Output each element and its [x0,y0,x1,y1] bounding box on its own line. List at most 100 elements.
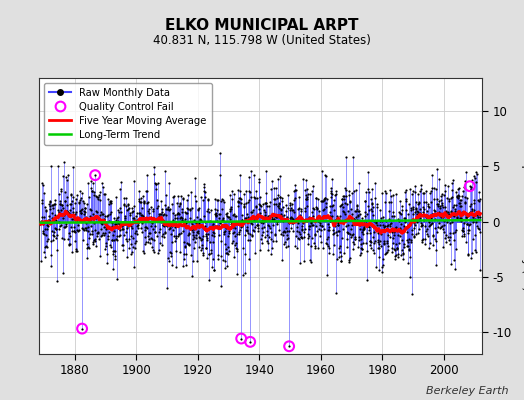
Point [461,194,469,201]
Point [365,207,374,213]
Point [330,196,339,203]
Point [329,227,337,233]
Point [320,195,328,202]
Point [231,225,239,231]
Point [347,214,356,220]
Point [355,211,364,217]
Point [332,290,341,296]
Point [121,221,129,228]
Point [296,230,304,237]
Point [254,211,263,218]
Point [140,199,148,205]
Point [256,201,265,208]
Point [327,188,335,194]
Point [304,226,313,232]
Point [234,199,243,206]
Point [394,231,402,238]
Point [359,227,368,234]
Point [43,223,52,230]
Point [198,236,206,242]
Point [143,172,151,179]
Point [224,214,232,220]
Point [109,266,117,272]
Point [357,241,365,248]
Point [155,212,163,219]
Point [66,241,74,247]
Point [257,203,265,209]
Point [445,196,453,202]
Point [188,272,196,279]
Point [405,246,413,253]
Point [64,210,73,216]
Point [184,241,193,247]
Point [112,217,120,224]
Point [395,227,403,234]
Point [416,210,424,216]
Point [339,204,347,210]
Point [282,202,290,209]
Point [99,184,107,190]
Point [292,228,301,234]
Point [197,247,205,254]
Point [371,180,379,186]
Point [56,200,64,207]
Point [379,214,388,220]
Point [119,232,128,238]
Point [449,177,457,183]
Point [422,199,431,205]
Point [118,222,126,229]
Point [86,223,95,229]
Point [302,177,311,184]
Point [468,219,477,225]
Point [197,217,205,224]
Point [458,209,466,216]
Point [304,223,313,229]
Point [280,216,289,222]
Point [392,240,400,247]
Point [298,226,306,233]
Point [292,186,300,193]
Point [114,220,123,226]
Point [184,241,192,247]
Point [62,174,70,180]
Point [261,209,269,215]
Point [431,262,440,268]
Point [63,172,72,178]
Point [385,227,393,234]
Point [468,208,476,214]
Point [367,207,376,214]
Point [49,201,57,208]
Point [225,214,234,220]
Point [113,276,122,282]
Point [84,243,92,250]
Point [235,229,244,236]
Point [425,222,434,228]
Point [304,235,312,242]
Point [225,208,234,214]
Point [265,234,273,240]
Point [358,215,366,221]
Point [193,258,202,264]
Point [343,230,352,236]
Point [379,256,387,262]
Point [418,222,427,228]
Point [331,188,340,194]
Point [61,198,69,204]
Point [296,211,304,218]
Point [124,206,133,212]
Point [443,219,451,226]
Point [364,186,372,192]
Point [366,245,375,251]
Point [145,210,153,216]
Point [78,225,86,232]
Point [420,206,428,212]
Point [418,239,427,246]
Point [134,222,142,228]
Point [220,222,228,228]
Point [402,198,410,204]
Point [420,212,429,218]
Point [76,207,84,214]
Point [316,214,324,220]
Point [104,196,113,202]
Point [158,233,166,240]
